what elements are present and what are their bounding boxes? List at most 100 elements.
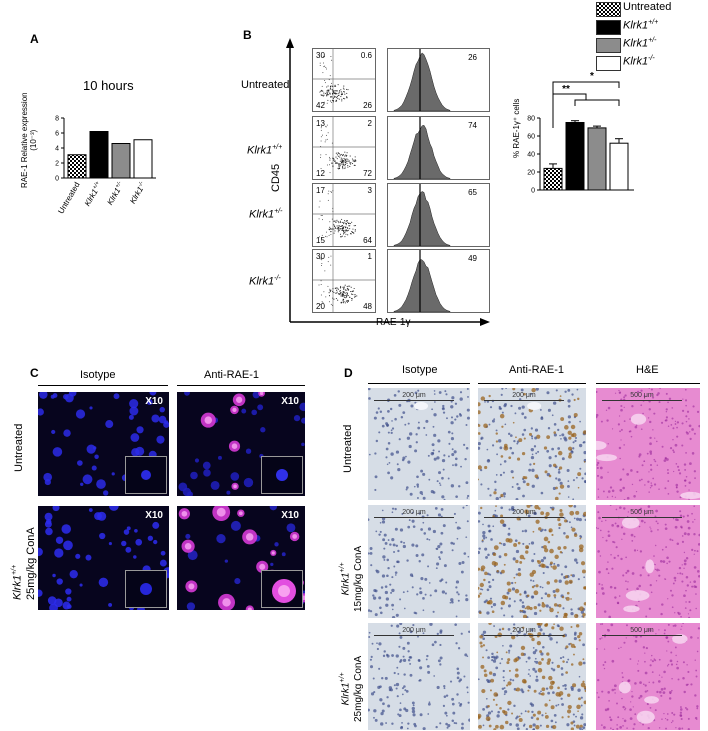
panel-d-row2-geno: Klrk1+/+ [339,562,352,596]
chart-a-category-label: Klrk1-/- [128,180,148,205]
panel-c-col2-rule [177,385,305,386]
histogram-peak [393,191,451,246]
micrograph-d-r2-c2: 200 μm [478,505,586,618]
panel-d-row2-dose: 15mg/kg ConA [353,545,365,612]
panel-a-label: A [30,32,39,46]
panel-d-col3-rule [596,383,700,384]
quadrant-value: 30 [316,252,325,261]
vessel [644,696,659,704]
panel-c-col1-rule [38,385,168,386]
dot-plot: 13 2 12 72 [312,116,376,180]
mag-label: X10 [145,396,163,407]
vessel [623,605,640,613]
histogram: 26 [387,48,490,112]
chart-b-sig-double-star: ** [562,84,570,95]
histogram-value: 49 [468,254,477,263]
chart-b-ytick-label: 80 [527,116,535,123]
histogram-value: 74 [468,121,477,130]
vessel [672,634,688,644]
vessel [621,516,640,529]
chart-b-ytick-label: 0 [531,188,535,195]
mag-label: X10 [281,396,299,407]
panel-a-ylabel-line1: RAE-1 Relative expression [20,92,29,188]
panel-d-label: D [344,366,353,380]
scale-bar: 200 μm [484,626,564,636]
panel-d-col-he: H&E [636,364,659,376]
chart-b-sig-bracket-inner [552,93,587,100]
panel-c-row1-label: Untreated [13,423,25,472]
panel-d-row3-geno: Klrk1+/+ [339,672,352,706]
dot-plot: 30 1 20 48 [312,249,376,313]
vessel [636,710,655,724]
panel-d-row2-label: Klrk1+/+ 15mg/kg ConA [336,546,365,612]
micrograph-d-r3-c3: 500 μm [596,623,700,730]
quadrant-value: 17 [316,186,325,195]
micrograph-d-r2-c1: 200 μm [368,505,470,618]
dot-plot: 30 0.6 42 26 [312,48,376,112]
vessel [645,559,655,574]
micrograph-c-cona-anti-rae1: X10 [177,506,305,610]
panel-c-row2-geno: Klrk1+/+ [11,564,24,600]
chart-a-ytick-label: 0 [55,176,59,183]
legend-label: Klrk1+/- [623,37,657,50]
histogram: 74 [387,116,490,180]
row-name-klrk1-pp: Klrk1+/+ [247,144,283,157]
chart-a-category-label: Untreated [56,181,81,216]
inset [125,570,167,608]
quadrant-value: 2 [367,119,372,128]
vessel [630,413,647,425]
panel-c-label: C [30,366,39,380]
chart-b-bar [587,127,607,191]
vessel [527,402,542,410]
legend-swatch [596,2,621,17]
micrograph-d-r1-c3: 500 μm [596,388,700,500]
row-name-klrk1-mm: Klrk1-/- [249,275,281,288]
vessel [596,440,607,451]
scale-bar: 200 μm [484,391,564,401]
scale-bar: 500 μm [602,391,682,401]
micrograph-c-cona-isotype: X10 [38,506,169,610]
panel-d-row3-dose: 25mg/kg ConA [353,655,365,722]
inset [261,456,303,494]
panel-b-xaxis-label: RAE-1γ [376,317,411,328]
panel-a-ylabel-line2: (10⁻³) [29,129,38,151]
chart-b-bar [543,167,563,191]
quadrant-value: 48 [363,302,372,311]
panel-c-col-anti-rae1: Anti-RAE-1 [204,369,260,381]
micrograph-d-r1-c2: 200 μm [478,388,586,500]
row-name-untreated: Untreated [241,79,290,91]
chart-b-ytick-label: 20 [527,170,535,177]
chart-a-ytick-label: 2 [55,161,59,168]
chart-b-bar [609,142,629,191]
scale-bar: 200 μm [374,391,454,401]
quadrant-value: 26 [363,101,372,110]
chart-b-ytick-label: 60 [527,134,535,141]
panel-a-title: 10 hours [83,78,134,93]
vessel [618,681,631,694]
panel-b-label: B [243,28,252,42]
histogram-value: 26 [468,53,477,62]
chart-a-bar [89,131,109,179]
micrograph-c-untreated-isotype: X10 [38,392,169,496]
inset [125,456,167,494]
quadrant-value: 64 [363,236,372,245]
chart-b-ytick-label: 40 [527,152,535,159]
quadrant-value: 72 [363,169,372,178]
chart-b-sig-star: * [590,71,594,82]
legend-swatch [596,20,621,35]
panel-a-ylabel: RAE-1 Relative expression (10⁻³) [20,92,38,188]
chart-a-ytick-label: 4 [55,146,59,153]
vessel [625,590,650,601]
panel-b-yaxis-label: CD45 [270,163,282,192]
quadrant-value: 12 [316,169,325,178]
chart-b-sig-bracket-sub [574,99,620,106]
quadrant-value: 13 [316,119,325,128]
micrograph-d-r3-c2: 200 μm [478,623,586,730]
scale-bar: 200 μm [374,508,454,518]
legend-label: Klrk1+/+ [623,19,659,32]
panel-c-row2-label: Klrk1+/+ 25mg/kg ConA [8,527,38,600]
quadrant-value: 42 [316,101,325,110]
histogram-peak [393,259,451,312]
micrograph-d-r3-c1: 200 μm [368,623,470,730]
